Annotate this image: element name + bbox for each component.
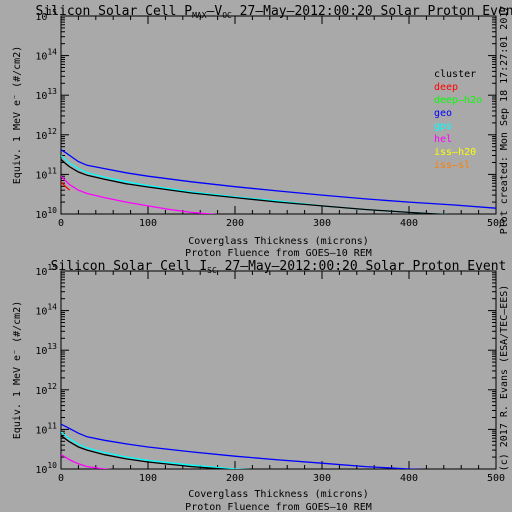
series-line-deep — [61, 181, 71, 191]
legend-entry: deep — [434, 82, 458, 93]
y-tick-exponent: 13 — [47, 342, 57, 351]
y-axis-label: Equiv. 1 MeV e⁻ (#/cm2) — [12, 46, 23, 184]
x-tick-label: 400 — [400, 473, 418, 484]
series-line-geo — [61, 149, 496, 209]
legend-entry: geo — [434, 108, 452, 119]
title-text: 27–May–2012:00:20 Solar Proton Event — [232, 4, 512, 19]
y-tick-exponent: 15 — [47, 263, 57, 272]
y-tick-exponent: 13 — [47, 87, 57, 96]
x-tick-label: 0 — [58, 218, 64, 229]
series-line-cluster — [61, 434, 232, 469]
legend-entry: deep–h2o — [434, 95, 482, 106]
x-tick-label: 100 — [139, 218, 157, 229]
title-subscript: MAX — [192, 11, 207, 20]
series-line-geo — [61, 423, 425, 469]
y-tick-exponent: 10 — [47, 206, 57, 215]
y-tick-label: 1013 — [35, 87, 57, 102]
y-tick-exponent: 14 — [47, 48, 57, 57]
x-tick-label: 300 — [313, 473, 331, 484]
x-axis-label: Coverglass Thickness (microns) — [188, 236, 369, 247]
y-tick-label: 1011 — [35, 421, 57, 436]
plot-frame — [60, 270, 497, 470]
chart-title: Silicon Solar Cell PMAX–VOC 27–May–2012:… — [36, 4, 512, 20]
y-tick-label: 1012 — [35, 382, 57, 397]
x-tick-label: 500 — [487, 473, 505, 484]
y-tick-label: 1014 — [35, 48, 57, 63]
series-line-gps — [61, 155, 449, 214]
copyright-text: (c) 2017 R. Evans (ESA/TEC–EES) — [499, 285, 510, 472]
legend-entry: iss–h20 — [434, 147, 476, 158]
y-tick-exponent: 12 — [47, 127, 57, 136]
chart-title: Silicon Solar Cell ISC 27–May–2012:00:20… — [51, 259, 507, 275]
x-tick-label: 500 — [487, 218, 505, 229]
series-group — [61, 149, 496, 214]
x-tick-label: 300 — [313, 218, 331, 229]
y-tick-label: 1011 — [35, 166, 57, 181]
series-line-hel — [61, 175, 219, 214]
y-tick-label: 1013 — [35, 342, 57, 357]
y-tick-exponent: 15 — [47, 8, 57, 17]
y-tick-exponent: 11 — [47, 166, 57, 175]
y-tick-label: 1014 — [35, 303, 57, 318]
y-tick-label: 1012 — [35, 127, 57, 142]
x-axis-label: Coverglass Thickness (microns) — [188, 489, 369, 500]
y-tick-exponent: 14 — [47, 303, 57, 312]
series-line-gps — [61, 431, 251, 469]
legend-entry: hel — [434, 134, 452, 145]
y-tick-label: 1010 — [35, 206, 57, 221]
title-text: Silicon Solar Cell P — [36, 4, 193, 19]
side-annotations: Plot created: Mon Sep 18 17:27:01 2017 (c… — [499, 6, 510, 472]
legend-entry: gps — [434, 121, 452, 132]
x-tick-label: 200 — [226, 218, 244, 229]
legend-entry: cluster — [434, 69, 476, 80]
title-text: Silicon Solar Cell I — [51, 259, 208, 274]
title-text: –V — [207, 4, 223, 19]
title-text: 27–May–2012:00:20 Solar Proton Event — [217, 259, 507, 274]
x-tick-label: 0 — [58, 473, 64, 484]
x-axis-sublabel: Proton Fluence from GOES–10 REM — [185, 248, 372, 259]
x-tick-label: 200 — [226, 473, 244, 484]
x-axis-sublabel: Proton Fluence from GOES–10 REM — [185, 502, 372, 512]
title-subscript: SC — [207, 266, 217, 275]
x-tick-label: 400 — [400, 218, 418, 229]
series-group — [61, 423, 425, 469]
series-line-cluster — [61, 158, 449, 214]
x-tick-label: 100 — [139, 473, 157, 484]
y-axis-label: Equiv. 1 MeV e⁻ (#/cm2) — [12, 301, 23, 439]
plot-created-text: Plot created: Mon Sep 18 17:27:01 2017 — [499, 6, 510, 235]
legend-entry: iss–sl — [434, 160, 470, 171]
series-line-hel — [61, 454, 113, 469]
title-subscript: OC — [222, 11, 232, 20]
y-tick-exponent: 11 — [47, 421, 57, 430]
plot-frame — [60, 15, 497, 215]
y-tick-label: 1010 — [35, 461, 57, 476]
y-tick-exponent: 10 — [47, 461, 57, 470]
y-tick-exponent: 12 — [47, 382, 57, 391]
